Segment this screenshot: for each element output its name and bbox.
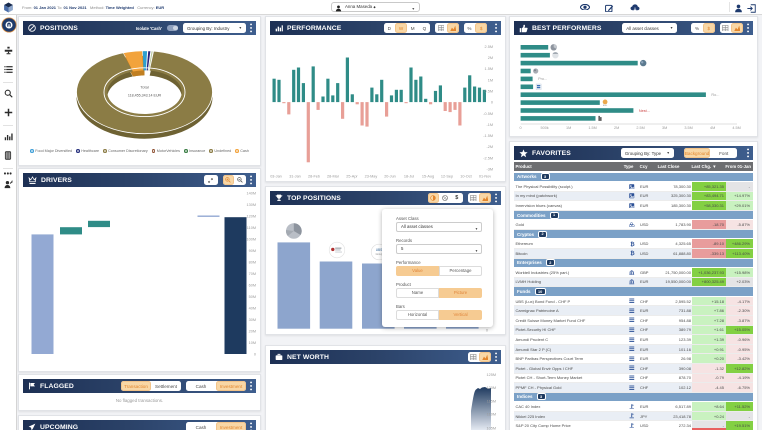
svg-text:60M: 60M [249, 284, 256, 288]
svg-text:0: 0 [486, 329, 488, 333]
svg-text:Ro...: Ro... [711, 93, 719, 97]
svg-text:0.5M: 0.5M [485, 89, 493, 93]
svg-text:0: 0 [254, 353, 256, 357]
svg-text:70M: 70M [249, 272, 256, 276]
svg-text:115M: 115M [487, 400, 496, 404]
svg-text:28-Mar: 28-Mar [327, 175, 340, 179]
svg-text:UBS: UBS [376, 248, 383, 252]
svg-text:Group: Group [376, 253, 383, 256]
svg-text:10-Oct: 10-Oct [460, 175, 472, 179]
svg-text:130M: 130M [247, 203, 257, 207]
svg-text:2.5M: 2.5M [485, 45, 493, 49]
svg-text:Pro...: Pro... [538, 77, 547, 81]
svg-text:-2.5M: -2.5M [483, 156, 493, 160]
svg-text:10M: 10M [249, 341, 256, 345]
svg-text:1M: 1M [566, 126, 571, 130]
svg-text:1.5M: 1.5M [485, 67, 493, 71]
svg-text:3.5M: 3.5M [684, 126, 692, 130]
svg-text:140M: 140M [247, 192, 257, 196]
svg-text:BGL: BGL [603, 105, 608, 107]
svg-text:Total: Total [140, 85, 149, 90]
svg-text:0: 0 [520, 126, 522, 130]
svg-text:03-Jan: 03-Jan [270, 175, 282, 179]
svg-text:1M: 1M [488, 78, 493, 82]
svg-text:-2M: -2M [486, 145, 493, 149]
svg-text:Nest...: Nest... [639, 109, 650, 113]
svg-text:4.5M: 4.5M [732, 126, 740, 130]
svg-text:₿: ₿ [630, 241, 635, 247]
svg-text:31-Jan: 31-Jan [289, 175, 301, 179]
svg-text:-1M: -1M [486, 123, 493, 127]
svg-text:-3M: -3M [486, 168, 493, 172]
svg-text:23-May: 23-May [365, 175, 378, 179]
svg-text:30M: 30M [249, 318, 256, 322]
svg-text:110M: 110M [247, 226, 256, 230]
svg-text:118,455,343.14 EUR: 118,455,343.14 EUR [128, 94, 162, 98]
svg-text:125M: 125M [487, 373, 497, 377]
svg-text:25-Apr: 25-Apr [346, 175, 358, 179]
svg-text:50M: 50M [249, 295, 256, 299]
svg-text:-0.5M: -0.5M [483, 112, 493, 116]
svg-text:2M: 2M [488, 56, 493, 60]
svg-text:-1.5M: -1.5M [483, 134, 493, 138]
svg-text:105M: 105M [487, 427, 497, 430]
svg-text:2M: 2M [614, 126, 619, 130]
svg-text:1.5M: 1.5M [588, 126, 596, 130]
svg-text:18-Jul: 18-Jul [404, 175, 414, 179]
svg-text:20-Jun: 20-Jun [384, 175, 396, 179]
svg-text:01-Nov: 01-Nov [479, 175, 491, 179]
svg-text:15-Aug: 15-Aug [422, 175, 434, 179]
svg-text:0: 0 [491, 101, 493, 105]
svg-text:28-Feb: 28-Feb [308, 175, 320, 179]
svg-text:40M: 40M [249, 307, 256, 311]
svg-text:3M: 3M [662, 126, 667, 130]
svg-text:₿: ₿ [630, 250, 635, 256]
svg-text:4M: 4M [710, 126, 715, 130]
svg-text:2.5M: 2.5M [636, 126, 644, 130]
svg-text:120M: 120M [487, 386, 497, 390]
svg-text:80M: 80M [249, 261, 256, 265]
svg-text:20M: 20M [249, 330, 256, 334]
svg-text:12-Sep: 12-Sep [441, 175, 453, 179]
svg-text:120M: 120M [247, 215, 257, 219]
svg-text:500k: 500k [540, 126, 548, 130]
svg-text:90M: 90M [249, 249, 256, 253]
svg-text:100M: 100M [247, 238, 257, 242]
svg-text:110M: 110M [487, 413, 496, 417]
